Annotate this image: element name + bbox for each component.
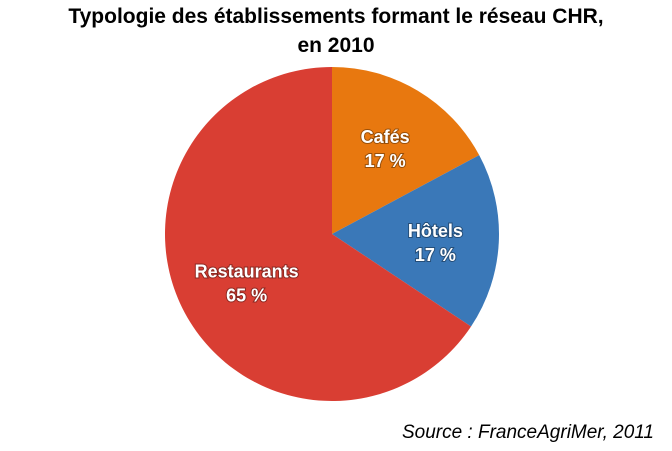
chart-title-line2: en 2010 [297,34,375,57]
slice-label: Restaurants [195,262,299,282]
pie-slice-2 [164,67,472,401]
pie-slice-0 [332,67,480,234]
slice-value-label: 65 % [226,286,267,306]
slice-value-label: 17 % [365,151,406,171]
slice-value-label: 17 % [415,245,456,265]
chart-title: Typologie des établissements formant le … [0,2,672,60]
slice-label: Cafés [361,127,410,147]
chart-title-line1: Typologie des établissements formant le … [68,5,604,28]
slice-label: Hôtels [408,221,463,241]
pie-slice-1 [332,155,499,327]
chart-source: Source : FranceAgriMer, 2011 [401,422,654,443]
